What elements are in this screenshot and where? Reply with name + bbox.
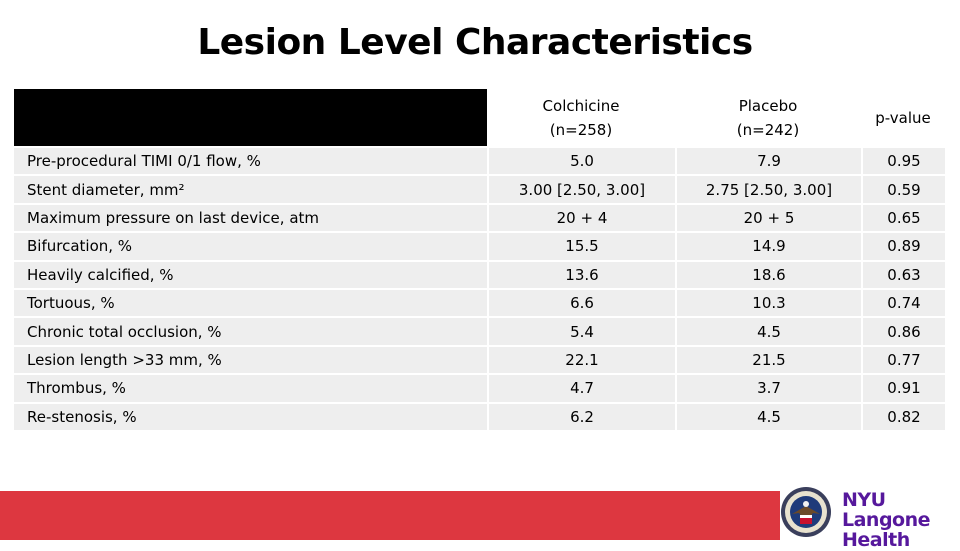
placebo-value: 14.9: [675, 231, 861, 260]
va-seal-icon: [781, 487, 831, 537]
colchicine-value: 3.00 [2.50, 3.00]: [487, 174, 675, 203]
row-label: Heavily calcified, %: [14, 259, 487, 288]
header-colchicine: Colchicine (n=258): [487, 89, 675, 146]
lesion-table: Colchicine (n=258) Placebo (n=242) p-val…: [14, 89, 945, 430]
page-title: Lesion Level Characteristics: [197, 22, 753, 63]
row-label: Maximum pressure on last device, atm: [14, 202, 487, 232]
table-row: Re-stenosis, % 6.2 4.5 0.82: [14, 401, 945, 430]
placebo-value: 18.6: [675, 259, 861, 288]
nyu-langone-logo: NYU Langone Health: [842, 490, 960, 550]
p-value: 0.89: [861, 231, 945, 260]
table-row: Heavily calcified, % 13.6 18.6 0.63: [14, 259, 945, 288]
header-colchicine-n: (n=258): [549, 120, 613, 139]
table-row: Thrombus, % 4.7 3.7 0.91: [14, 373, 945, 402]
table-row: Bifurcation, % 15.5 14.9 0.89: [14, 231, 945, 260]
p-value: 0.74: [861, 287, 945, 317]
header-placebo: Placebo (n=242): [675, 89, 861, 146]
colchicine-value: 6.2: [487, 401, 675, 430]
footer-logos: NYU Langone Health: [780, 484, 960, 550]
logo-line-2: Health: [842, 529, 910, 551]
colchicine-value: 22.1: [487, 344, 675, 374]
colchicine-value: 4.7: [487, 373, 675, 402]
colchicine-value: 6.6: [487, 287, 675, 317]
row-label: Lesion length >33 mm, %: [14, 344, 487, 374]
p-value: 0.86: [861, 316, 945, 345]
p-value: 0.63: [861, 259, 945, 288]
header-blank-cell: [14, 89, 487, 146]
header-placebo-name: Placebo: [738, 96, 798, 115]
placebo-value: 4.5: [675, 401, 861, 430]
placebo-value: 21.5: [675, 344, 861, 374]
row-label: Bifurcation, %: [14, 231, 487, 260]
placebo-value: 3.7: [675, 373, 861, 402]
colchicine-value: 15.5: [487, 231, 675, 260]
logo-line-1: NYU Langone: [842, 489, 931, 531]
placebo-value: 7.9: [675, 146, 861, 175]
table-row: Lesion length >33 mm, % 22.1 21.5 0.77: [14, 344, 945, 374]
row-label: Pre-procedural TIMI 0/1 flow, %: [14, 146, 487, 175]
placebo-value: 10.3: [675, 287, 861, 317]
p-value: 0.95: [861, 146, 945, 175]
row-label: Stent diameter, mm²: [14, 174, 487, 203]
table-header-row: Colchicine (n=258) Placebo (n=242) p-val…: [14, 89, 945, 146]
table-row: Tortuous, % 6.6 10.3 0.74: [14, 287, 945, 317]
header-p-value-label: p-value: [875, 108, 931, 127]
p-value: 0.77: [861, 344, 945, 374]
header-placebo-n: (n=242): [736, 120, 800, 139]
colchicine-value: 5.0: [487, 146, 675, 175]
header-colchicine-name: Colchicine: [542, 96, 620, 115]
footer-red-bar: [0, 491, 780, 540]
p-value: 0.65: [861, 202, 945, 232]
table-row: Chronic total occlusion, % 5.4 4.5 0.86: [14, 316, 945, 345]
header-p-value: p-value: [861, 89, 945, 146]
table-row: Pre-procedural TIMI 0/1 flow, % 5.0 7.9 0.9…: [14, 146, 945, 175]
p-value: 0.91: [861, 373, 945, 402]
table-row: Maximum pressure on last device, atm 20 +…: [14, 202, 945, 232]
table-row: Stent diameter, mm² 3.00 [2.50, 3.00] 2.75…: [14, 174, 945, 203]
colchicine-value: 13.6: [487, 259, 675, 288]
colchicine-value: 5.4: [487, 316, 675, 345]
colchicine-value: 20 + 4: [487, 202, 675, 232]
placebo-value: 2.75 [2.50, 3.00]: [675, 174, 861, 203]
row-label: Re-stenosis, %: [14, 401, 487, 430]
row-label: Tortuous, %: [14, 287, 487, 317]
p-value: 0.59: [861, 174, 945, 203]
row-label: Thrombus, %: [14, 373, 487, 402]
row-label: Chronic total occlusion, %: [14, 316, 487, 345]
p-value: 0.82: [861, 401, 945, 430]
placebo-value: 4.5: [675, 316, 861, 345]
placebo-value: 20 + 5: [675, 202, 861, 232]
